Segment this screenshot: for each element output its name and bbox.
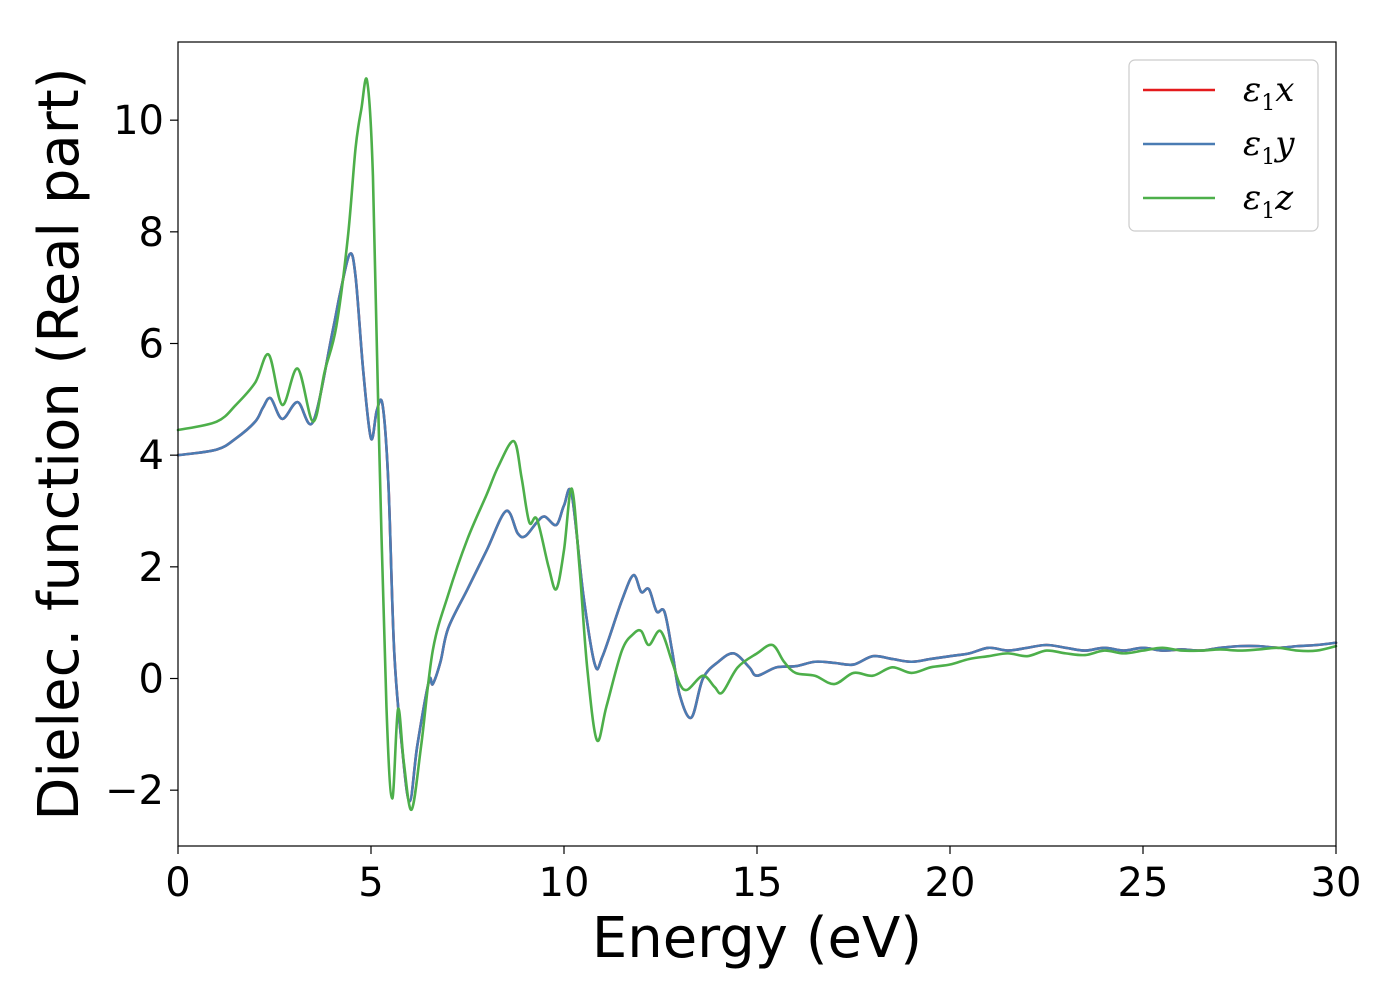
y-tick-label: 8 [139,210,164,256]
x-axis: 0 5 10 15 20 25 30 [165,846,1361,906]
x-tick-label: 0 [165,860,190,906]
legend-label: ε1x [1243,70,1294,116]
legend: ε1x ε1y ε1z [1128,59,1319,232]
y-axis: −2 0 2 4 6 8 10 [105,98,178,814]
x-tick-label: 30 [1311,860,1362,906]
y-axis-label: Dielec. function (Real part) [27,67,92,820]
legend-label: ε1y [1243,124,1295,170]
y-tick-label: 6 [139,322,164,368]
x-axis-label: Energy (eV) [592,906,922,971]
y-tick-label: 10 [113,98,164,144]
x-tick-label: 25 [1118,860,1169,906]
x-tick-label: 15 [732,860,783,906]
y-tick-label: 4 [139,433,164,479]
series-line-y [176,252,1338,803]
x-tick-label: 5 [358,860,383,906]
y-tick-label: 0 [139,657,164,703]
legend-box [1128,59,1319,232]
y-tick-label: −2 [105,768,164,814]
x-tick-label: 20 [925,860,976,906]
y-tick-label: 2 [139,545,164,591]
series-layer [176,77,1338,812]
series-line-z [176,77,1338,812]
x-tick-label: 10 [539,860,590,906]
legend-label: ε1z [1243,178,1294,224]
